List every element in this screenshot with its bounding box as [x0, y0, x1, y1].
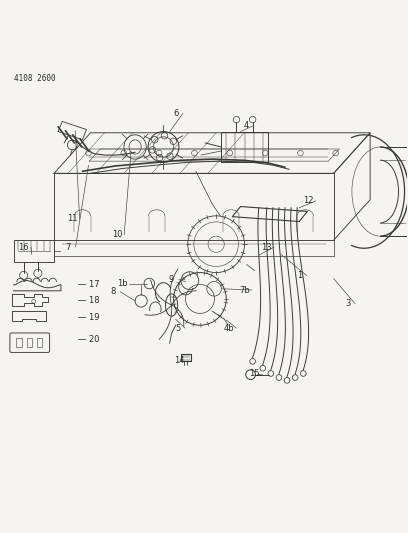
- Bar: [13, 240, 54, 262]
- Bar: [16, 338, 22, 347]
- Text: 4: 4: [244, 121, 249, 130]
- Text: 7b: 7b: [239, 286, 250, 295]
- Text: 14: 14: [175, 356, 185, 365]
- Text: 4b: 4b: [224, 324, 235, 333]
- Text: — 20: — 20: [78, 335, 100, 344]
- Text: 16: 16: [18, 243, 29, 252]
- Text: 8: 8: [110, 287, 115, 296]
- Text: 9: 9: [169, 275, 174, 284]
- Text: — 18: — 18: [78, 296, 100, 305]
- Text: 4108 2600: 4108 2600: [13, 74, 55, 83]
- Text: 15: 15: [249, 369, 260, 378]
- Text: 6: 6: [173, 109, 178, 118]
- Text: — 19: — 19: [78, 313, 100, 321]
- Text: 1: 1: [297, 271, 302, 280]
- Bar: [27, 338, 32, 347]
- Text: 5: 5: [175, 324, 180, 333]
- Text: 12: 12: [303, 196, 314, 205]
- Text: 10: 10: [112, 230, 122, 239]
- Bar: [37, 338, 42, 347]
- Text: 11: 11: [67, 214, 78, 223]
- Text: — 17: — 17: [78, 280, 100, 289]
- Text: 13: 13: [262, 243, 272, 252]
- Text: 3: 3: [345, 300, 350, 308]
- Text: 7: 7: [66, 243, 71, 252]
- Text: 1b: 1b: [117, 279, 127, 288]
